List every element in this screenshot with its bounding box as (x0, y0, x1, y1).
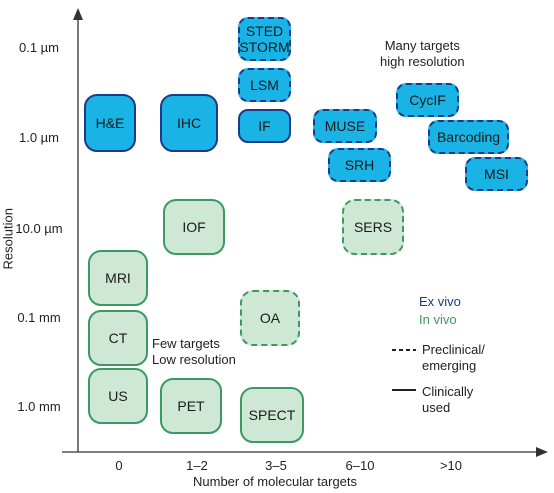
box-oa: OA (240, 290, 300, 346)
box-if: IF (238, 109, 291, 143)
box-sers: SERS (342, 199, 404, 255)
box-cycif: CycIF (396, 83, 459, 117)
box-mri: MRI (88, 250, 148, 306)
x-tick-1-2: 1–2 (186, 458, 208, 473)
x-tick-0: 0 (115, 458, 123, 473)
x-axis-arrowhead (536, 447, 548, 457)
legend-preclinical: Preclinical/ emerging (422, 342, 485, 373)
box-barcoding: Barcoding (428, 120, 509, 154)
y-tick-0-1-mm: 0.1 mm (17, 310, 61, 325)
legend-ex-vivo: Ex vivo (419, 294, 461, 309)
box-muse: MUSE (313, 109, 377, 143)
legend-clinical: Clinically used (422, 384, 474, 415)
box-iof: IOF (163, 199, 225, 255)
box-spect: SPECT (240, 387, 304, 443)
box-msi: MSI (465, 157, 528, 191)
y-axis-arrowhead (73, 8, 83, 20)
box-ihc: IHC (160, 94, 218, 152)
box-srh: SRH (328, 148, 391, 182)
y-tick-0-1-um: 0.1 µm (18, 40, 59, 55)
x-tick-3-5: 3–5 (265, 458, 287, 473)
x-tick-6-10: 6–10 (345, 458, 375, 473)
box-sted-storm: STED STORM (238, 17, 291, 61)
y-tick-10-0-um: 10.0 µm (15, 221, 63, 236)
legend-in-vivo: In vivo (419, 312, 457, 327)
x-axis-title: Number of molecular targets (193, 474, 358, 489)
box-lsm: LSM (238, 68, 291, 102)
x-tick-gt-10: >10 (439, 458, 463, 473)
box-he: H&E (84, 94, 136, 152)
y-tick-1-0-mm: 1.0 mm (17, 399, 61, 414)
y-tick-1-0-um: 1.0 µm (18, 130, 59, 145)
box-pet: PET (160, 378, 222, 434)
annotation-many-targets: Many targets high resolution (380, 38, 465, 69)
box-us: US (88, 368, 148, 424)
annotation-few-targets: Few targets Low resolution (152, 336, 236, 367)
box-ct: CT (88, 310, 148, 366)
